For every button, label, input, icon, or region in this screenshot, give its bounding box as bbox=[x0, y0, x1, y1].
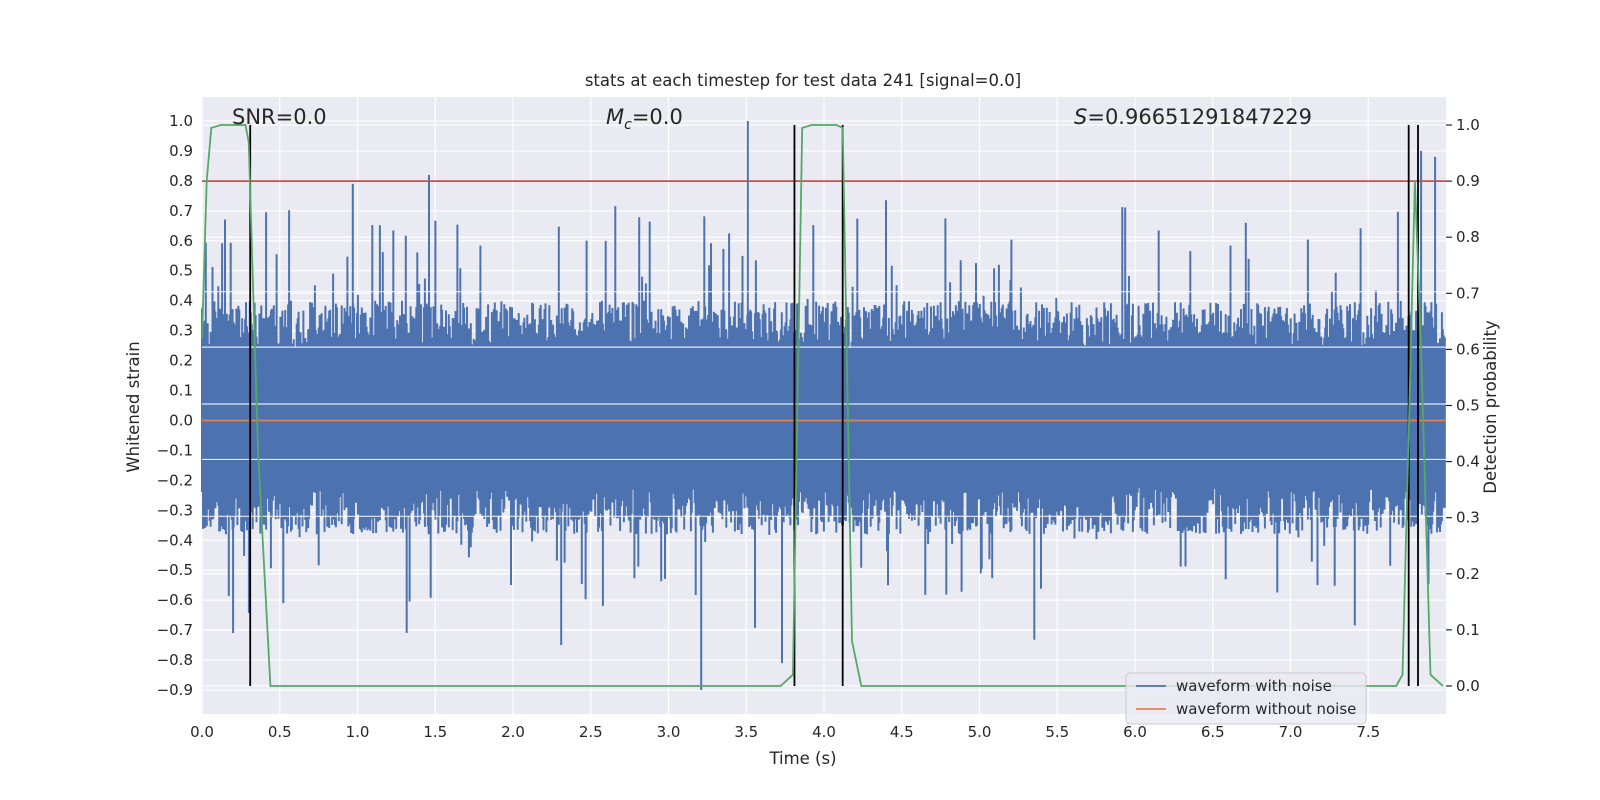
y2-tick-label: 0.3 bbox=[1456, 509, 1480, 527]
annotation-snr: SNR=0.0 bbox=[232, 105, 327, 129]
series-waveform-with-noise bbox=[201, 121, 1446, 690]
y-tick-label: 0.5 bbox=[169, 262, 193, 280]
legend-box bbox=[1125, 672, 1367, 725]
y2-tick-label: 0.4 bbox=[1456, 453, 1480, 471]
y-tick-label: 0.1 bbox=[169, 382, 193, 400]
y-tick-label: −0.6 bbox=[157, 591, 193, 609]
chart-title: stats at each timestep for test data 241… bbox=[585, 71, 1021, 90]
x-tick-label: 1.0 bbox=[346, 723, 370, 741]
y2-tick-label: 0.8 bbox=[1456, 228, 1480, 246]
y-tick-label: 0.2 bbox=[169, 352, 193, 370]
x-tick-label: 4.5 bbox=[890, 723, 914, 741]
x-tick-label: 4.0 bbox=[812, 723, 836, 741]
legend: waveform with noise waveform without noi… bbox=[1125, 672, 1367, 725]
annotation-chirp-mass: Mc=0.0 bbox=[606, 105, 683, 133]
y-tick-label: −0.2 bbox=[157, 471, 193, 489]
x-tick-label: 5.0 bbox=[968, 723, 992, 741]
y-tick-label: 0.3 bbox=[169, 322, 193, 340]
y-tick-label: −0.1 bbox=[157, 441, 193, 459]
annotation-score: S=0.96651291847229 bbox=[1074, 105, 1312, 129]
legend-label-noise: waveform with noise bbox=[1176, 677, 1332, 695]
y-tick-label: −0.9 bbox=[157, 681, 193, 699]
x-tick-label: 6.0 bbox=[1123, 723, 1147, 741]
axis-ticks: 0.0 0.5 1.0 1.5 2.0 2.5 3.0 3.5 4.0 4.5 5.0 5.5 6.0 6… bbox=[157, 112, 1480, 741]
y-tick-label: 0.4 bbox=[169, 292, 193, 310]
y-tick-label: −0.5 bbox=[157, 561, 193, 579]
y-tick-label: −0.8 bbox=[157, 651, 193, 669]
y2-tick-label: 0.2 bbox=[1456, 565, 1480, 583]
annotation-mc-symbol: M bbox=[606, 105, 624, 129]
annotation-mc-subscript: c bbox=[624, 117, 632, 133]
x-tick-label: 2.5 bbox=[579, 723, 603, 741]
noise-waveform-path bbox=[201, 121, 1446, 690]
detection-probability-line bbox=[201, 124, 1444, 687]
x-tick-label: 3.5 bbox=[734, 723, 758, 741]
x-tick-label: 7.0 bbox=[1279, 723, 1303, 741]
x-tick-label: 7.5 bbox=[1356, 723, 1380, 741]
x-tick-label: 2.0 bbox=[501, 723, 525, 741]
y2-axis-label: Detection probability bbox=[1481, 320, 1500, 494]
x-tick-label: 5.5 bbox=[1045, 723, 1069, 741]
x-tick-label: 3.0 bbox=[657, 723, 681, 741]
x-tick-label: 6.5 bbox=[1201, 723, 1225, 741]
annotation-s-symbol: S bbox=[1074, 105, 1087, 129]
y-tick-label: 0.7 bbox=[169, 202, 193, 220]
annotation-mc-value: =0.0 bbox=[632, 105, 683, 129]
y2-tick-label: 0.0 bbox=[1456, 677, 1480, 695]
y-tick-label: 0.8 bbox=[169, 172, 193, 190]
y-tick-label: −0.3 bbox=[157, 501, 193, 519]
y2-tick-label: 0.5 bbox=[1456, 397, 1480, 415]
y2-tick-label: 0.1 bbox=[1456, 621, 1480, 639]
y2-tick-label: 1.0 bbox=[1456, 116, 1480, 134]
y2-tick-label: 0.9 bbox=[1456, 172, 1480, 190]
series-detection-probability bbox=[201, 124, 1444, 687]
y-tick-label: 1.0 bbox=[169, 112, 193, 130]
y-tick-label: −0.7 bbox=[157, 621, 193, 639]
y2-tick-label: 0.7 bbox=[1456, 284, 1480, 302]
y-tick-label: 0.6 bbox=[169, 232, 193, 250]
y-axis-label: Whitened strain bbox=[124, 341, 143, 472]
x-axis-label: Time (s) bbox=[768, 749, 836, 768]
y2-tick-label: 0.6 bbox=[1456, 340, 1480, 358]
y-tick-label: 0.9 bbox=[169, 142, 193, 160]
x-tick-label: 0.5 bbox=[268, 723, 292, 741]
legend-label-clean: waveform without noise bbox=[1176, 700, 1356, 718]
annotation-s-value: =0.96651291847229 bbox=[1087, 105, 1312, 129]
x-tick-label: 1.5 bbox=[423, 723, 447, 741]
x-tick-label: 0.0 bbox=[190, 723, 214, 741]
y-tick-label: 0.0 bbox=[169, 411, 193, 429]
y-tick-label: −0.4 bbox=[157, 531, 193, 549]
